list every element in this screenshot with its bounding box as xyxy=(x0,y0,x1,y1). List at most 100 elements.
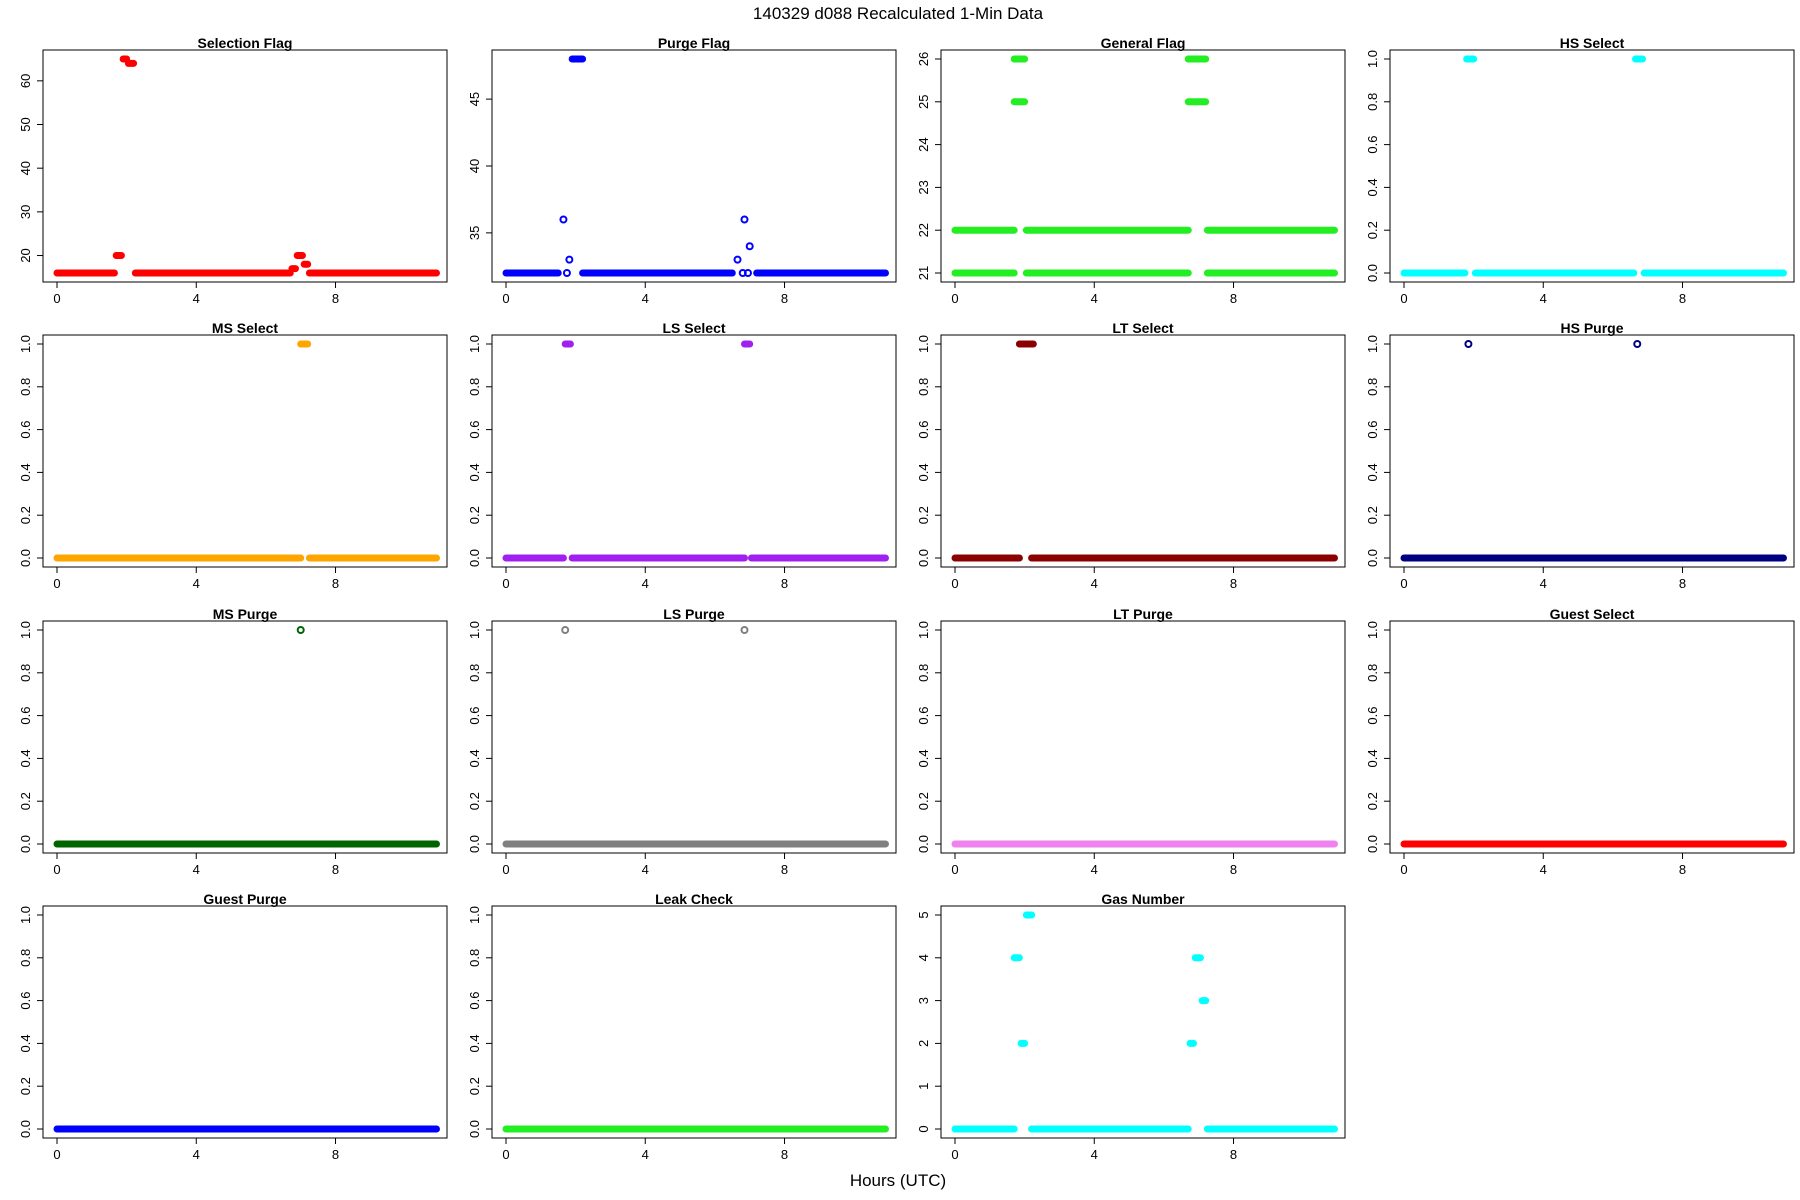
figure-title: 140329 d088 Recalculated 1-Min Data xyxy=(753,4,1044,23)
data-point xyxy=(296,626,305,634)
y-tick-label: 0.4 xyxy=(467,1034,482,1052)
x-tick-label: 8 xyxy=(781,576,788,591)
x-tick-label: 8 xyxy=(1230,576,1237,591)
data-point xyxy=(559,215,568,224)
data-point xyxy=(1464,340,1473,348)
x-tick-label: 0 xyxy=(53,576,60,591)
y-tick-label: 0.6 xyxy=(18,707,33,725)
chart-panel: Guest Purge 0 4 8 0.0 0.2 0.4 0.6 0.8 1.0 xyxy=(18,891,448,1162)
x-tick-label: 4 xyxy=(1540,576,1547,591)
y-tick-label: 1 xyxy=(916,1083,931,1090)
x-tick-label: 8 xyxy=(332,291,339,306)
y-tick-label: 0.0 xyxy=(467,549,482,567)
y-tick-label: 0.6 xyxy=(1365,421,1380,439)
y-tick-label: 26 xyxy=(916,52,931,66)
y-tick-label: 0.4 xyxy=(1365,749,1380,767)
panel-title: HS Purge xyxy=(1560,320,1623,336)
y-tick-label: 0.2 xyxy=(1365,506,1380,524)
x-tick-label: 8 xyxy=(781,862,788,877)
x-tick-label: 0 xyxy=(951,862,958,877)
plot-frame xyxy=(491,334,897,568)
y-tick-label: 1.0 xyxy=(18,335,33,353)
data-point xyxy=(1633,340,1642,348)
x-tick-label: 8 xyxy=(1230,862,1237,877)
plot-frame xyxy=(42,905,448,1139)
x-tick-label: 0 xyxy=(53,862,60,877)
y-tick-label: 0.0 xyxy=(467,835,482,853)
y-tick-label: 1.0 xyxy=(18,906,33,924)
data-point xyxy=(561,626,570,634)
y-tick-label: 0.2 xyxy=(18,792,33,810)
chart-panel: HS Select 0 4 8 0.0 0.2 0.4 0.6 0.8 1.0 xyxy=(1365,35,1795,306)
x-tick-label: 0 xyxy=(502,576,509,591)
x-tick-label: 4 xyxy=(193,291,200,306)
plot-frame xyxy=(940,905,1346,1139)
plot-frame xyxy=(940,334,1346,568)
x-tick-label: 0 xyxy=(502,862,509,877)
x-tick-label: 8 xyxy=(1230,291,1237,306)
plot-frame xyxy=(491,905,897,1139)
chart-panel: General Flag 0 4 8 21 22 23 24 25 26 xyxy=(916,35,1346,306)
panel-title: Gas Number xyxy=(1101,891,1185,907)
chart-panel: LS Purge 0 4 8 0.0 0.2 0.4 0.6 0.8 1.0 xyxy=(467,606,897,877)
x-tick-label: 0 xyxy=(1400,862,1407,877)
x-tick-label: 8 xyxy=(1679,862,1686,877)
y-tick-label: 0.0 xyxy=(1365,835,1380,853)
y-tick-label: 4 xyxy=(916,954,931,961)
plot-frame xyxy=(42,334,448,568)
plot-frame xyxy=(1389,49,1795,283)
y-tick-label: 0.0 xyxy=(916,835,931,853)
y-tick-label: 0.2 xyxy=(18,1077,33,1095)
panel-title: LT Purge xyxy=(1113,606,1173,622)
panel-title: Leak Check xyxy=(655,891,733,907)
y-tick-label: 0.0 xyxy=(18,549,33,567)
y-tick-label: 0.6 xyxy=(18,992,33,1010)
y-tick-label: 0.6 xyxy=(1365,707,1380,725)
panel-title: Purge Flag xyxy=(658,35,730,51)
x-tick-label: 0 xyxy=(1400,291,1407,306)
y-tick-label: 0.4 xyxy=(18,1034,33,1052)
y-tick-label: 0.4 xyxy=(467,463,482,481)
y-tick-label: 0.8 xyxy=(18,378,33,396)
y-tick-label: 1.0 xyxy=(18,621,33,639)
data-point xyxy=(562,269,571,277)
y-tick-label: 0.8 xyxy=(1365,664,1380,682)
x-tick-label: 4 xyxy=(642,576,649,591)
panel-title: Guest Purge xyxy=(203,891,286,907)
y-tick-label: 1.0 xyxy=(1365,50,1380,68)
x-tick-label: 4 xyxy=(1091,576,1098,591)
x-tick-label: 0 xyxy=(502,291,509,306)
y-tick-label: 40 xyxy=(467,159,482,173)
y-tick-label: 30 xyxy=(18,205,33,219)
x-tick-label: 0 xyxy=(53,291,60,306)
y-tick-label: 0.8 xyxy=(916,664,931,682)
x-tick-label: 8 xyxy=(781,291,788,306)
y-tick-label: 0.4 xyxy=(18,463,33,481)
chart-panel: Guest Select 0 4 8 0.0 0.2 0.4 0.6 0.8 1.0 xyxy=(1365,606,1795,877)
panel-title: Guest Select xyxy=(1550,606,1635,622)
y-tick-label: 0.0 xyxy=(1365,549,1380,567)
y-tick-label: 0.2 xyxy=(467,792,482,810)
plot-frame xyxy=(940,49,1346,283)
y-tick-label: 35 xyxy=(467,226,482,240)
x-tick-label: 0 xyxy=(1400,576,1407,591)
y-tick-label: 1.0 xyxy=(1365,335,1380,353)
x-tick-label: 0 xyxy=(951,1147,958,1162)
x-tick-label: 8 xyxy=(1679,576,1686,591)
x-tick-label: 4 xyxy=(193,1147,200,1162)
x-tick-label: 8 xyxy=(1679,291,1686,306)
x-tick-label: 0 xyxy=(951,576,958,591)
y-tick-label: 24 xyxy=(916,137,931,151)
y-tick-label: 0.0 xyxy=(18,1120,33,1138)
y-tick-label: 0.8 xyxy=(18,664,33,682)
x-tick-label: 4 xyxy=(1091,1147,1098,1162)
y-tick-label: 0.0 xyxy=(467,1120,482,1138)
x-tick-label: 4 xyxy=(193,862,200,877)
panel-title: LT Select xyxy=(1112,320,1174,336)
chart-panel: Selection Flag 0 4 8 20 30 40 50 60 xyxy=(18,35,448,306)
chart-panel: Gas Number 0 4 8 0 1 2 3 4 5 xyxy=(916,891,1346,1162)
chart-panel: LT Select 0 4 8 0.0 0.2 0.4 0.6 0.8 1.0 xyxy=(916,320,1346,591)
y-tick-label: 0.2 xyxy=(916,792,931,810)
